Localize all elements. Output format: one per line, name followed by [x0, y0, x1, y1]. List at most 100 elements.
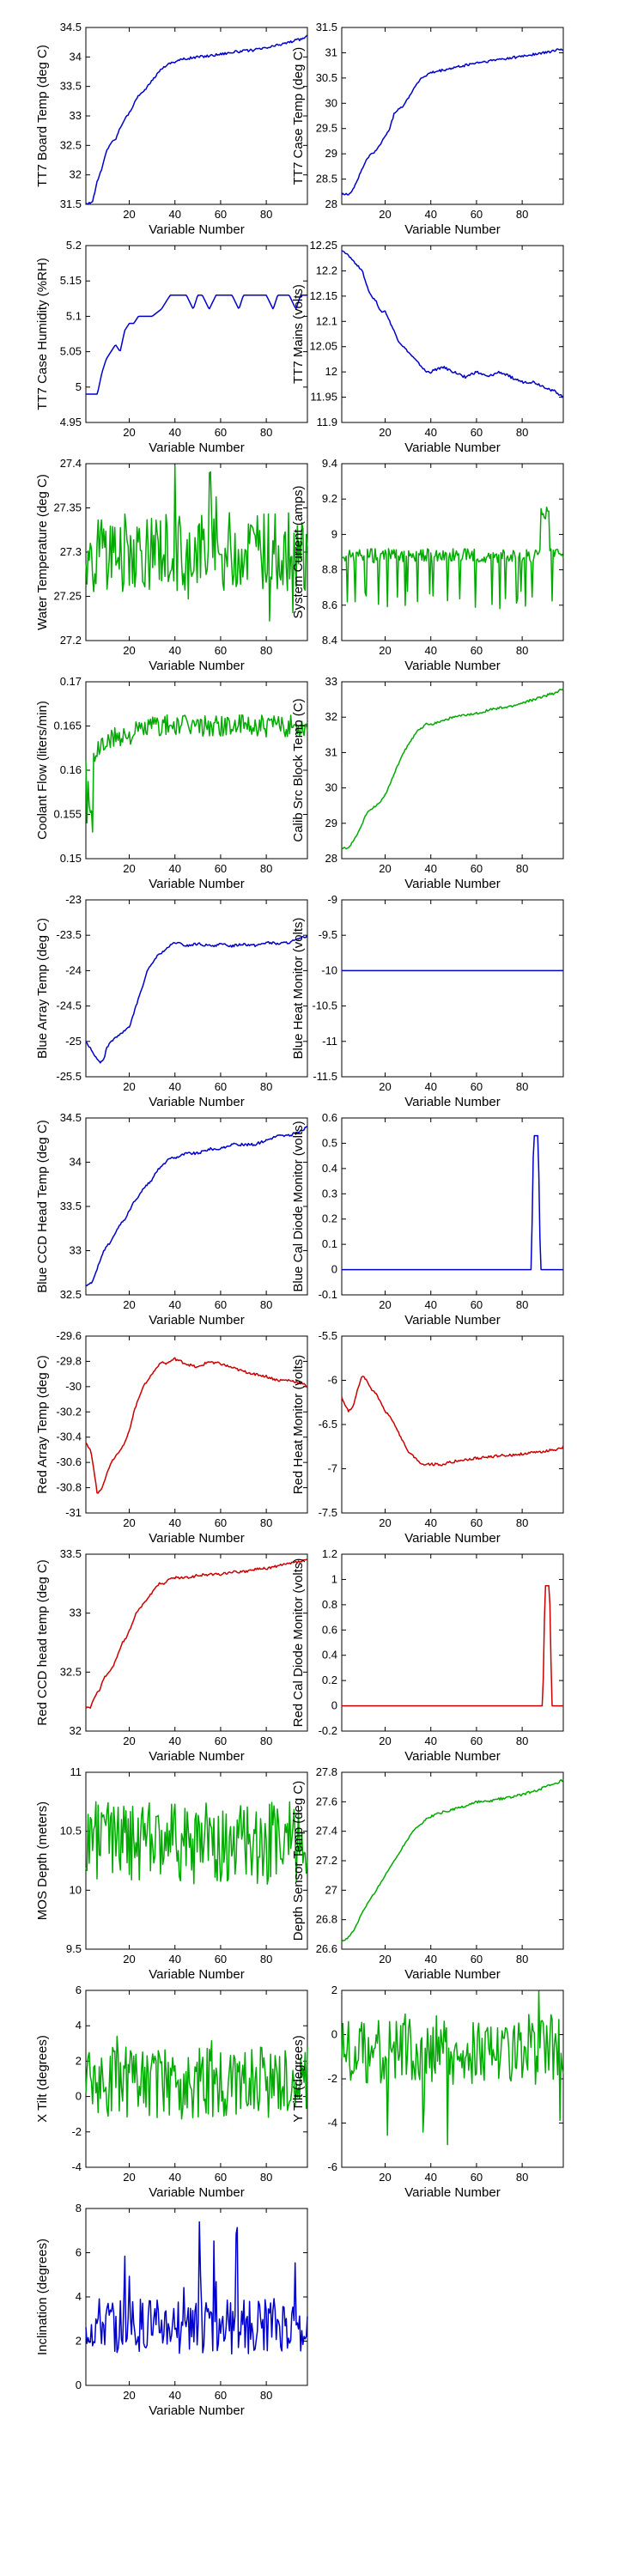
series-line	[85, 2035, 308, 2120]
series-line	[342, 1585, 563, 1707]
y-tick-label: 0	[331, 2028, 337, 2041]
y-tick-label: 29.5	[316, 122, 337, 135]
x-tick-label: 20	[123, 1735, 135, 1747]
y-tick-label: 10	[70, 1883, 82, 1896]
series-line	[342, 1134, 563, 1271]
y-tick-label: 32	[325, 710, 337, 723]
x-tick-label: 80	[260, 1516, 272, 1529]
y-tick-label: 1	[331, 1572, 337, 1585]
x-tick-label: 80	[260, 2171, 272, 2184]
y-tick-label: -6	[327, 1374, 337, 1387]
x-tick-label: 80	[260, 1298, 272, 1311]
series-line	[341, 1990, 564, 2146]
x-tick-label: 60	[471, 644, 483, 657]
x-tick-label: 20	[379, 426, 391, 439]
x-tick-label: 60	[215, 1735, 227, 1747]
x-tick-label: 60	[471, 426, 483, 439]
x-tick-label: 40	[168, 208, 180, 221]
y-tick-label: -6.5	[319, 1418, 337, 1431]
y-tick-label: 12	[325, 365, 337, 378]
y-tick-label: -0.1	[319, 1288, 337, 1301]
y-tick-label: 34	[70, 1156, 82, 1169]
y-tick-label: -9.5	[319, 928, 337, 941]
y-tick-label: 32.5	[60, 1665, 82, 1678]
y-axis-label: Blue Cal Diode Monitor (volts)	[291, 1121, 306, 1291]
plot-frame	[85, 1553, 308, 1732]
y-tick-label: -25.5	[56, 1070, 82, 1083]
y-tick-label: 10.5	[60, 1825, 82, 1838]
y-tick-label: 0	[76, 2379, 82, 2391]
y-tick-label: -25	[65, 1035, 82, 1048]
x-axis-label: Variable Number	[149, 659, 244, 673]
y-tick-label: 0.2	[322, 1674, 337, 1686]
x-tick-label: 60	[215, 644, 227, 657]
y-tick-label: 33	[325, 675, 337, 688]
x-tick-label: 80	[516, 644, 528, 657]
y-tick-label: 0.5	[322, 1136, 337, 1149]
x-tick-label: 60	[215, 862, 227, 875]
chart-panel: 20 40 60 80 4.95 5 5.05 5.1 5.15 5.2 Variable Numb…	[35, 239, 308, 455]
y-tick-label: 31	[325, 745, 337, 758]
y-tick-label: 11	[70, 1765, 82, 1778]
x-tick-label: 40	[168, 1080, 180, 1093]
y-axis-label: Depth Sensor Temp (deg C)	[291, 1781, 306, 1941]
y-tick-label: 4.95	[60, 416, 82, 428]
y-tick-label: -7.5	[319, 1506, 337, 1519]
y-axis-label: Red CCD head temp (deg C)	[35, 1559, 50, 1725]
x-tick-label: 60	[215, 1953, 227, 1965]
chart-panel: 20 40 60 80 -4 -2 0 2 4 6 Variable Number X Tilt (d…	[35, 1984, 308, 2200]
y-tick-label: -4	[327, 2117, 337, 2129]
chart-panel: 20 40 60 80 28 28.5 29 29.5 30 30.5 31 31.5 Variable…	[291, 21, 564, 237]
x-tick-label: 60	[471, 1080, 483, 1093]
y-tick-label: -9	[327, 893, 337, 906]
y-tick-label: -31	[65, 1506, 82, 1519]
y-tick-label: -11.5	[313, 1070, 337, 1083]
x-tick-label: 60	[471, 2171, 483, 2184]
x-axis-label: Variable Number	[404, 440, 500, 455]
y-tick-label: -30.8	[56, 1481, 82, 1494]
x-tick-label: 60	[471, 208, 483, 221]
chart-panel: 20 40 60 80 32 32.5 33 33.5 Variable Number Red C…	[35, 1547, 308, 1764]
chart-panel: 20 40 60 80 -0.1 0 0.1 0.2 0.3 0.4 0.5 0.6 Variable …	[291, 1111, 564, 1327]
y-tick-label: 5	[76, 380, 82, 393]
y-tick-label: 28.5	[316, 173, 337, 185]
y-axis-label: TT7 Case Humidity (%RH)	[35, 258, 50, 410]
x-axis-label: Variable Number	[149, 1095, 244, 1109]
chart-panel: 20 40 60 80 -25.5 -25 -24.5 -24 -23.5 -23 Variable…	[35, 893, 308, 1109]
y-axis-label: Y Tilt (degrees)	[291, 2035, 306, 2122]
y-tick-label: 8	[76, 2202, 82, 2215]
y-axis-label: Inclination (degrees)	[35, 2239, 50, 2355]
y-axis-label: TT7 Board Temp (deg C)	[35, 45, 50, 187]
chart-panel: 20 40 60 80 28 29 30 31 32 33 Variable Number Calib…	[291, 675, 564, 891]
y-tick-label: 0.3	[322, 1187, 337, 1200]
y-tick-label: 0.8	[322, 1598, 337, 1611]
plot-frame	[85, 27, 308, 205]
y-tick-label: -6	[327, 2160, 337, 2173]
y-tick-label: 0.16	[60, 763, 82, 776]
y-tick-label: 0	[331, 1699, 337, 1712]
x-tick-label: 40	[168, 426, 180, 439]
chart-panel: 20 40 60 80 31.5 32 32.5 33 33.5 34 34.5 Variable N…	[35, 21, 308, 237]
y-tick-label: 12.1	[316, 314, 337, 327]
y-tick-label: -23	[65, 893, 82, 906]
y-axis-label: TT7 Case Temp (deg C)	[291, 47, 306, 185]
y-axis-label: Red Cal Diode Monitor (volts)	[291, 1558, 306, 1728]
y-tick-label: -0.2	[319, 1724, 337, 1737]
x-axis-label: Variable Number	[404, 2185, 500, 2200]
y-tick-label: -5.5	[319, 1329, 337, 1342]
y-tick-label: 26.8	[316, 1913, 337, 1926]
x-axis-label: Variable Number	[404, 1095, 500, 1109]
chart-panel: 20 40 60 80 -11.5 -11 -10.5 -10 -9.5 -9 Variable N…	[291, 893, 564, 1109]
y-tick-label: 32	[70, 1724, 82, 1737]
y-tick-label: 33.5	[60, 80, 82, 93]
x-tick-label: 20	[123, 208, 135, 221]
chart-panel: 20 40 60 80 0 2 4 6 8 Variable Number Inclination …	[35, 2202, 308, 2418]
x-tick-label: 80	[516, 1080, 528, 1093]
y-tick-label: 33	[70, 109, 82, 122]
y-tick-label: 12.25	[309, 239, 337, 252]
y-tick-label: 2	[76, 2335, 82, 2348]
x-tick-label: 20	[379, 644, 391, 657]
x-tick-label: 40	[424, 1735, 436, 1747]
series-line	[85, 1125, 308, 1287]
